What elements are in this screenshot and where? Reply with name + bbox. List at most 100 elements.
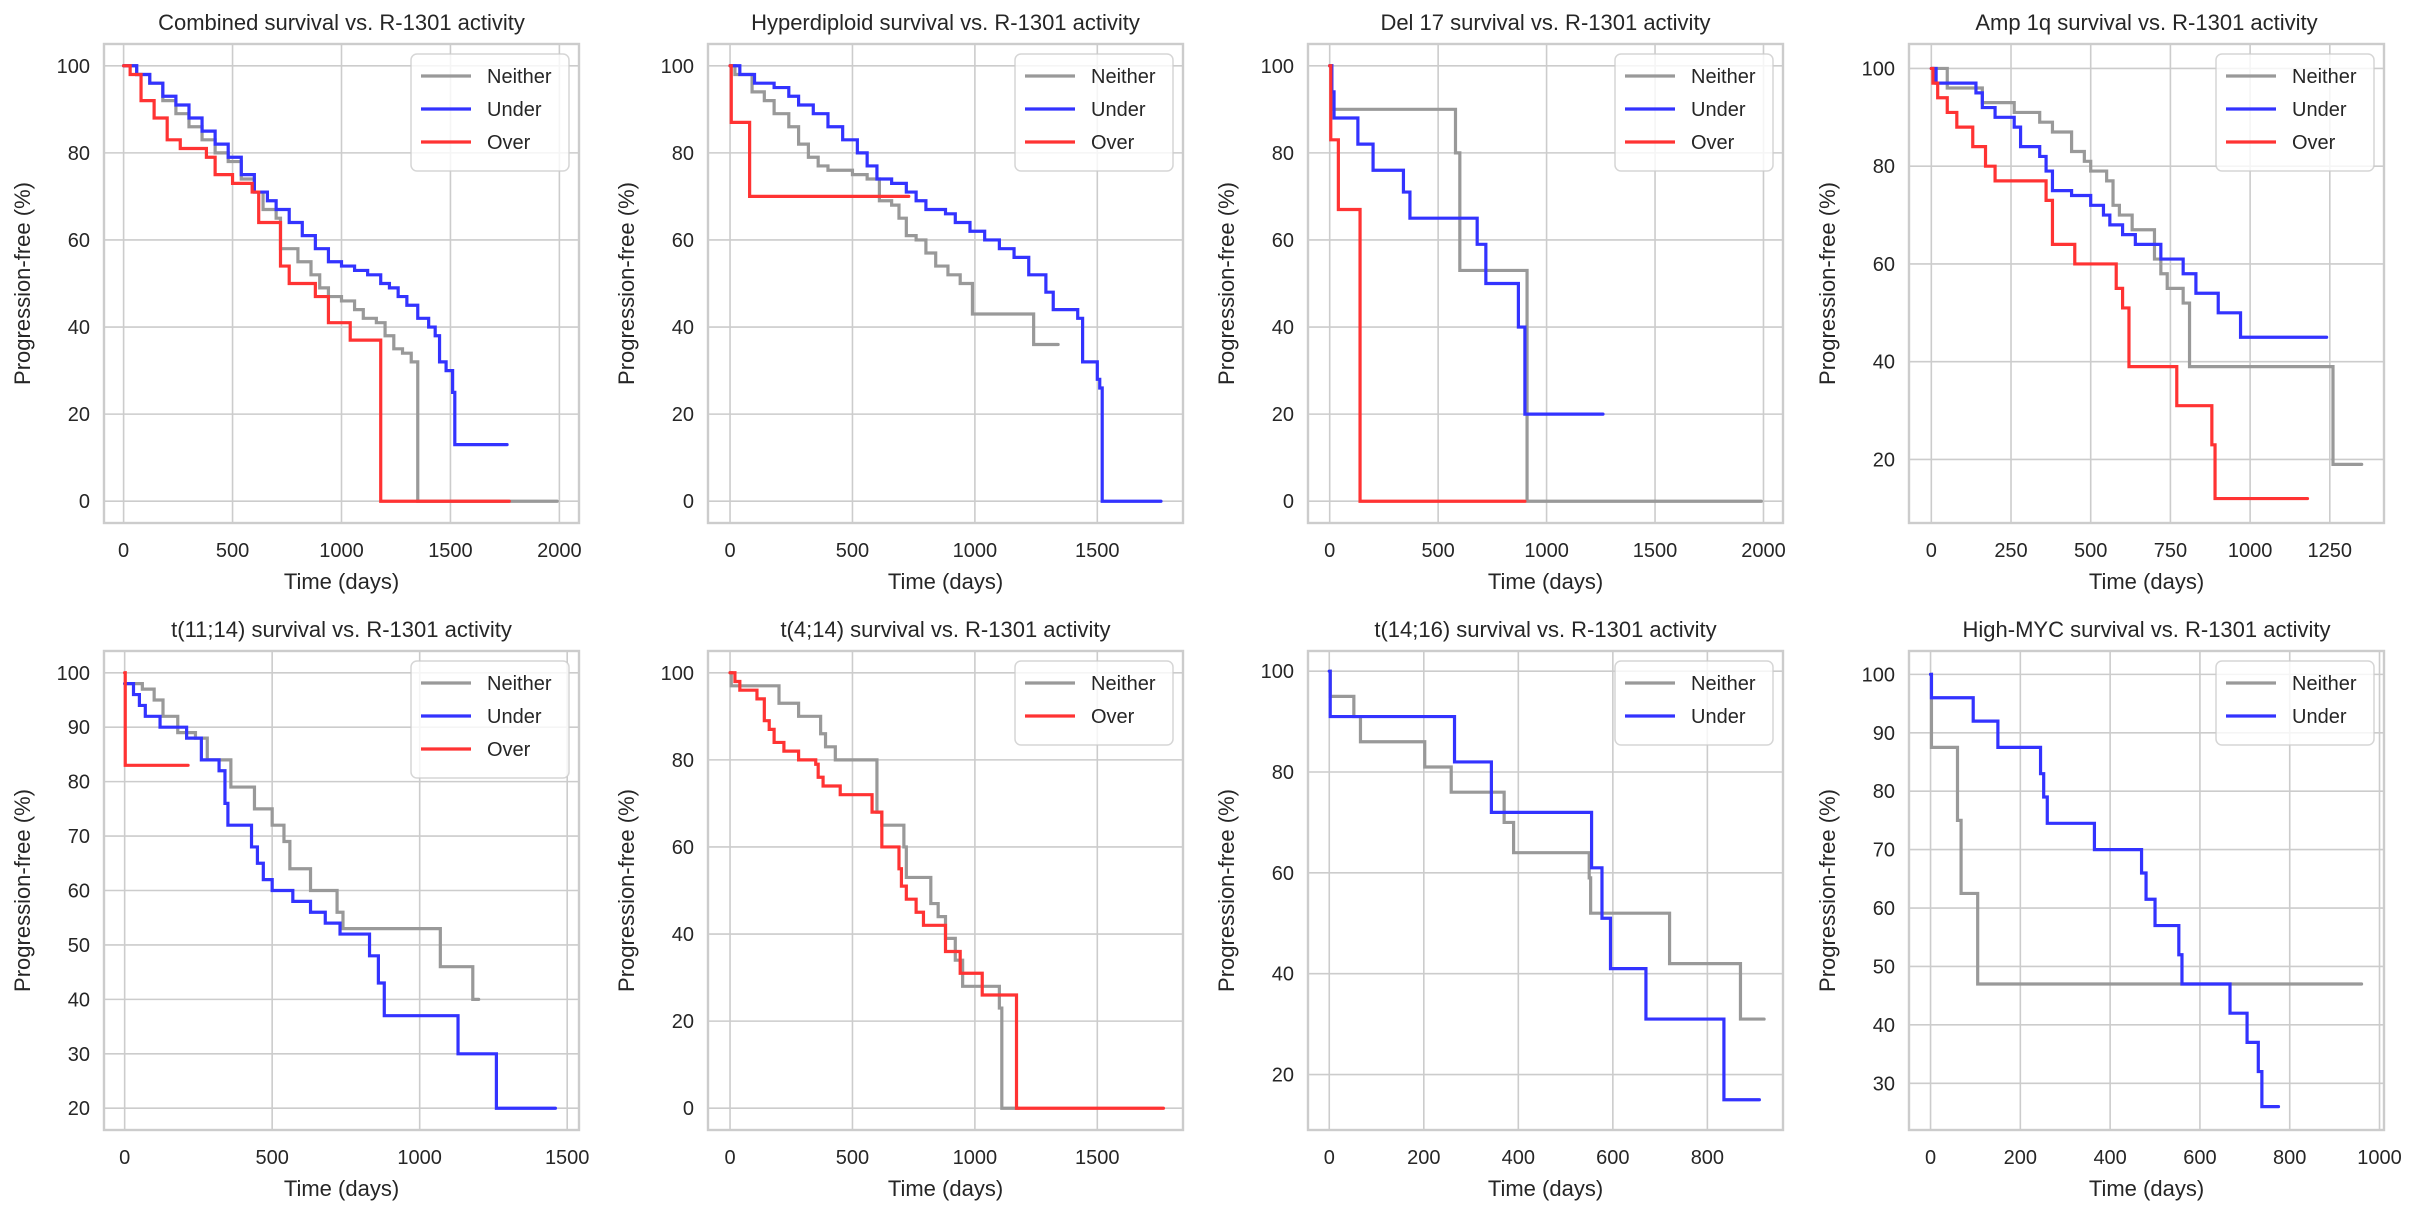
y-tick-label: 90 <box>1873 723 1895 745</box>
y-tick-label: 80 <box>672 143 694 165</box>
y-axis-label: Progression-free (%) <box>1214 789 1239 992</box>
axes-frame <box>1306 649 1785 1132</box>
x-tick-label: 500 <box>255 1147 288 1169</box>
x-tick-label: 0 <box>1925 1147 1936 1169</box>
legend: Neither Under Over <box>1614 53 1774 172</box>
y-tick-label: 90 <box>68 717 90 739</box>
curve-under <box>1327 669 1761 1102</box>
legend-label: Over <box>2292 132 2336 154</box>
curve-over <box>122 64 511 503</box>
x-tick-label: 750 <box>2154 540 2187 562</box>
chart-title: Del 17 survival vs. R-1301 activity <box>1380 10 1710 35</box>
legend-label: Neither <box>2292 673 2357 695</box>
y-axis-label: Progression-free (%) <box>1815 789 1840 992</box>
y-tick-label: 70 <box>1873 840 1895 862</box>
y-tick-label: 100 <box>1862 58 1895 80</box>
x-tick-label: 2000 <box>537 540 582 562</box>
x-tick-label: 0 <box>118 540 129 562</box>
y-axis-label: Progression-free (%) <box>614 182 639 385</box>
y-tick-label: 0 <box>1283 491 1294 513</box>
y-tick-label: 30 <box>68 1044 90 1066</box>
y-tick-label: 60 <box>1272 230 1294 252</box>
y-tick-label: 0 <box>683 1098 694 1120</box>
legend-label: Neither <box>1091 66 1156 88</box>
subplot-7: 0 200 400 600 800 20 40 60 80 100 t(14;16) surviva… <box>1214 617 1785 1201</box>
x-tick-label: 0 <box>1324 540 1335 562</box>
legend: Neither Under Over <box>2215 53 2375 172</box>
y-tick-label: 100 <box>1261 661 1294 683</box>
y-tick-label: 60 <box>672 230 694 252</box>
curve-over <box>123 671 190 767</box>
y-tick-label: 100 <box>1862 664 1895 686</box>
x-tick-label: 0 <box>724 540 735 562</box>
curve-under <box>728 64 1163 503</box>
x-axis-label: Time (days) <box>284 569 399 594</box>
x-tick-label: 1500 <box>1075 540 1120 562</box>
curve-neither <box>1929 66 2364 466</box>
y-axis-label: Progression-free (%) <box>614 789 639 992</box>
legend-label: Under <box>1691 706 1746 728</box>
legend-label: Under <box>2292 706 2347 728</box>
x-tick-label: 1500 <box>1633 540 1678 562</box>
legend-label: Neither <box>1691 66 1756 88</box>
chart-title: Hyperdiploid survival vs. R-1301 activit… <box>751 10 1140 35</box>
curve-over <box>1929 66 2310 501</box>
y-tick-label: 40 <box>672 924 694 946</box>
y-tick-label: 80 <box>68 143 90 165</box>
subplot-2: 0 500 1000 1500 0 20 40 60 80 100 Hyperdiploid sur… <box>614 10 1185 594</box>
curve-under <box>1928 672 2281 1109</box>
y-tick-label: 100 <box>661 663 694 685</box>
legend-label: Over <box>487 739 531 761</box>
y-tick-label: 60 <box>68 230 90 252</box>
x-tick-label: 400 <box>1502 1147 1535 1169</box>
x-tick-label: 500 <box>216 540 249 562</box>
axes-frame <box>102 649 581 1132</box>
curve-under <box>1929 66 2329 339</box>
chart-title: Combined survival vs. R-1301 activity <box>158 10 525 35</box>
legend-label: Over <box>1091 706 1135 728</box>
curve-over <box>728 64 911 199</box>
axes-frame <box>102 42 581 525</box>
x-axis-label: Time (days) <box>888 1176 1003 1201</box>
axes-frame <box>706 42 1185 525</box>
x-axis-label: Time (days) <box>2089 1176 2204 1201</box>
legend-label: Under <box>2292 99 2347 121</box>
x-axis-label: Time (days) <box>888 569 1003 594</box>
curve-neither <box>728 671 1021 1110</box>
chart-title: t(4;14) survival vs. R-1301 activity <box>780 617 1110 642</box>
y-tick-label: 40 <box>672 317 694 339</box>
x-tick-label: 1000 <box>319 540 364 562</box>
chart-title: t(11;14) survival vs. R-1301 activity <box>171 617 512 642</box>
legend-label: Under <box>1691 99 1746 121</box>
legend-label: Over <box>1691 132 1735 154</box>
y-tick-label: 60 <box>1873 898 1895 920</box>
legend-label: Neither <box>2292 66 2357 88</box>
y-axis-label: Progression-free (%) <box>10 789 35 992</box>
x-tick-label: 600 <box>2183 1147 2216 1169</box>
curve-under <box>123 682 557 1110</box>
y-tick-label: 20 <box>1272 404 1294 426</box>
x-tick-label: 1000 <box>953 540 998 562</box>
curve-neither <box>123 682 481 1001</box>
subplot-6: 0 500 1000 1500 0 20 40 60 80 100 t(4;14) survival… <box>614 617 1185 1201</box>
subplot-4: 0 250 500 750 1000 1250 20 40 60 80 100 Amp 1q surv… <box>1815 10 2386 594</box>
x-tick-label: 0 <box>119 1147 130 1169</box>
x-tick-label: 0 <box>1926 540 1937 562</box>
x-tick-label: 200 <box>2004 1147 2037 1169</box>
y-tick-label: 0 <box>683 491 694 513</box>
legend-label: Over <box>1091 132 1135 154</box>
axes-frame <box>1907 42 2386 525</box>
x-tick-label: 1000 <box>1524 540 1569 562</box>
y-tick-label: 0 <box>79 491 90 513</box>
x-tick-label: 400 <box>2093 1147 2126 1169</box>
x-tick-label: 1000 <box>953 1147 998 1169</box>
y-tick-label: 60 <box>672 837 694 859</box>
y-tick-label: 70 <box>68 826 90 848</box>
y-tick-label: 20 <box>1272 1065 1294 1087</box>
y-axis-label: Progression-free (%) <box>1815 182 1840 385</box>
legend: Neither Over <box>1014 660 1174 746</box>
legend-label: Neither <box>487 673 552 695</box>
x-tick-label: 500 <box>2074 540 2107 562</box>
x-tick-label: 2000 <box>1741 540 1786 562</box>
